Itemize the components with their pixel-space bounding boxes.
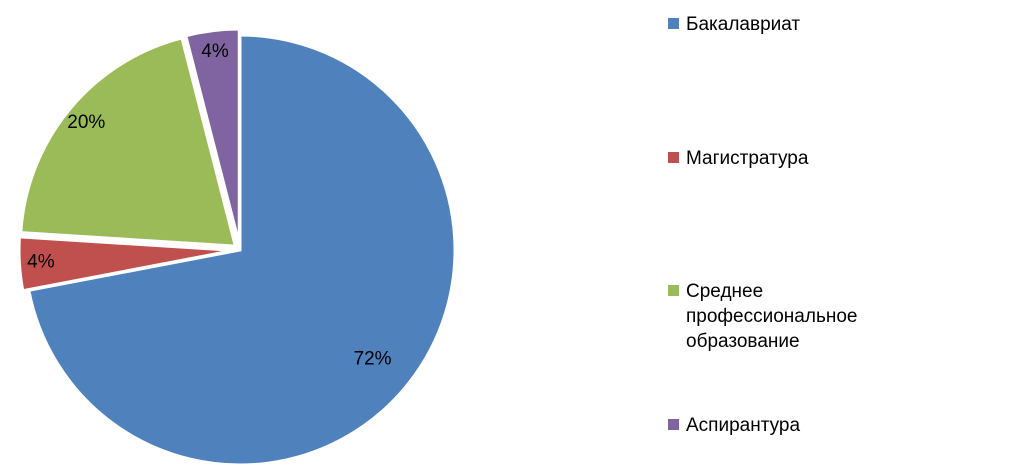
legend-swatch <box>668 152 679 163</box>
legend-item: Магистратура <box>668 146 1008 171</box>
pie-area: 72% 4% 20% 4% <box>17 27 457 467</box>
pie-slice <box>183 27 241 245</box>
pie-slice <box>27 33 457 467</box>
data-label: 72% <box>354 349 392 370</box>
legend-label: Среднее профессиональное образование <box>686 281 858 352</box>
legend-label: Аспирантура <box>686 415 801 436</box>
data-label: 4% <box>201 41 229 62</box>
legend-swatch <box>668 419 679 430</box>
legend-item: Среднее профессиональное образование <box>668 279 1008 354</box>
legend-swatch <box>668 18 679 29</box>
pie-slice <box>17 235 235 293</box>
legend-item: Аспирантура <box>668 413 1008 438</box>
legend-label: Бакалавриат <box>686 14 801 35</box>
data-label: 4% <box>27 252 55 273</box>
pie-slice <box>19 36 238 248</box>
legend-item: Бакалавриат <box>668 12 1008 37</box>
data-label: 20% <box>67 112 105 133</box>
legend-swatch <box>668 285 679 296</box>
legend-label: Магистратура <box>686 148 809 169</box>
